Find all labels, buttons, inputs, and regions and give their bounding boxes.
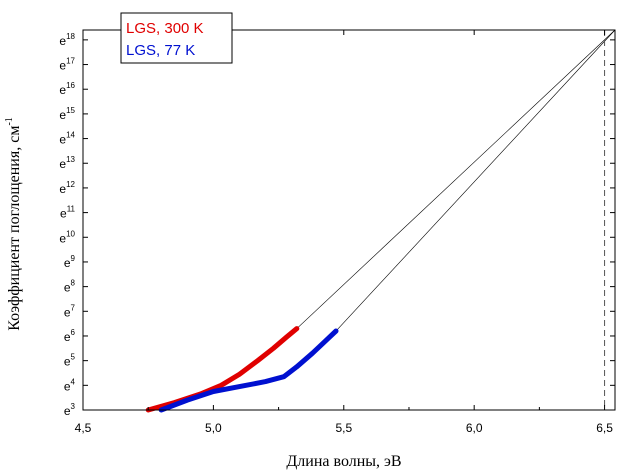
series-group — [145, 326, 339, 413]
x-tick-label: 5,0 — [205, 421, 222, 435]
fit-line — [296, 29, 616, 329]
y-axis-title-sup: -1 — [4, 117, 15, 125]
y-tick-exponent: 3 — [71, 402, 76, 411]
y-tick-label: e7 — [64, 303, 76, 319]
fit-lines-group — [296, 29, 616, 332]
y-tick-label: e4 — [64, 377, 76, 393]
y-tick-label: e17 — [59, 57, 75, 73]
x-tick-label: 6,0 — [466, 421, 483, 435]
y-tick-label: e18 — [59, 32, 75, 48]
y-tick-exponent: 11 — [67, 205, 76, 214]
y-tick-exponent: 16 — [66, 81, 75, 90]
y-tick-exponent: 5 — [71, 353, 76, 362]
x-tick-label: 4,5 — [75, 421, 92, 435]
y-tick-label: e14 — [59, 131, 75, 147]
y-axis-title-main: Коэффициент поглощения, см — [6, 126, 23, 331]
y-tick-exponent: 13 — [66, 155, 75, 164]
y-tick-exponent: 18 — [66, 32, 75, 41]
y-tick-exponent: 6 — [71, 328, 76, 337]
y-tick-exponent: 12 — [66, 180, 75, 189]
plot-frame — [82, 29, 616, 411]
y-tick-exponent: 9 — [71, 254, 76, 263]
y-tick-label: e13 — [59, 155, 75, 171]
axes-group: 4,5 5,0 5,5 6,0 6,5 e3 e4 e5 e6 e7 e8 e9 e10 e11 e12 e1… — [59, 29, 616, 435]
y-tick-exponent: 10 — [66, 229, 75, 238]
y-tick-label: e10 — [59, 229, 75, 245]
y-tick-exponent: 14 — [66, 131, 75, 140]
y-tick-label: e5 — [64, 353, 76, 369]
y-tick-exponent: 8 — [71, 279, 76, 288]
x-tick-label: 6,5 — [596, 421, 613, 435]
y-tick-label: e11 — [60, 205, 76, 221]
y-tick-label: e16 — [59, 81, 75, 97]
y-tick-label: e15 — [59, 106, 75, 122]
y-tick-label: e6 — [64, 328, 76, 344]
y-tick-exponent: 15 — [66, 106, 75, 115]
x-axis-title: Длина волны, эВ — [286, 453, 401, 470]
y-tick-label: e8 — [64, 279, 76, 295]
legend-label-77k: LGS, 77 K — [126, 42, 195, 59]
x-tick-label: 5,5 — [335, 421, 352, 435]
y-tick-exponent: 4 — [71, 377, 76, 386]
legend-box — [120, 12, 233, 64]
y-tick-label: e9 — [64, 254, 76, 270]
series-line-300k — [145, 326, 300, 413]
y-axis-title: Коэффициент поглощения, см-1 — [4, 117, 23, 331]
series-line-77k — [158, 328, 339, 413]
legend-label-300k: LGS, 300 K — [126, 20, 204, 37]
y-tick-exponent: 7 — [71, 303, 76, 312]
y-tick-exponent: 17 — [66, 57, 75, 66]
y-tick-label: e3 — [64, 402, 76, 418]
legend: LGS, 300 K LGS, 77 K — [120, 12, 233, 64]
fit-line — [335, 29, 616, 332]
y-tick-label: e12 — [59, 180, 75, 196]
